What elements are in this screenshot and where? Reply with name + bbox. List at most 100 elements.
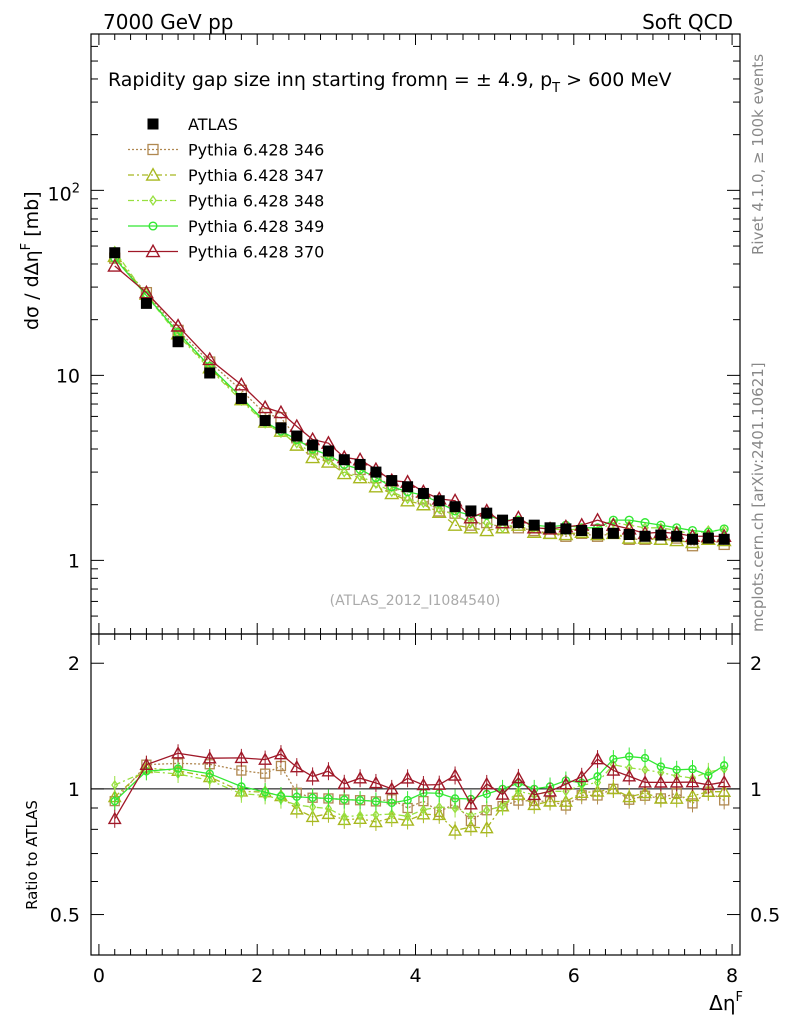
ratio-point — [498, 801, 507, 812]
ratio-point — [448, 823, 463, 836]
data-point — [370, 466, 382, 478]
ratio-point — [340, 811, 348, 822]
ratio-point — [276, 791, 286, 801]
data-point — [275, 422, 287, 434]
ratio-point — [622, 789, 637, 803]
data-point — [498, 522, 507, 534]
ratio-point — [653, 775, 668, 788]
ratio-point — [274, 746, 288, 760]
ratio-point — [234, 750, 249, 764]
ratio-point — [701, 784, 716, 797]
main-y-axis-label: dσ / dΔηF [mb] — [19, 191, 43, 330]
ratio-point — [435, 801, 443, 813]
data-point — [592, 527, 604, 539]
ratio-point — [450, 794, 460, 803]
ratio-point — [511, 770, 526, 784]
ratio-series-2-line — [114, 767, 725, 832]
data-point — [449, 501, 461, 513]
data-point — [479, 522, 495, 537]
ratio-point — [638, 775, 652, 788]
ratio-point — [174, 768, 182, 780]
ratio-point — [259, 768, 271, 779]
data-point — [465, 505, 477, 517]
data-point — [607, 527, 619, 539]
ratio-point — [368, 775, 383, 789]
legend-marker — [148, 221, 158, 231]
ratio-point — [669, 775, 684, 788]
ratio-point — [308, 793, 317, 802]
ratio-point — [590, 784, 605, 797]
ratio-point — [495, 787, 510, 800]
ratio-point — [419, 804, 428, 815]
data-point — [138, 284, 154, 299]
data-point — [320, 454, 336, 468]
ratio-point — [543, 784, 557, 797]
ratio-point — [543, 794, 557, 807]
y-label-sup: F — [19, 243, 34, 250]
x-tick-label: 6 — [568, 965, 580, 987]
data-point — [463, 509, 479, 524]
legend-label: Pythia 6.428 346 — [188, 141, 324, 160]
ratio-point — [432, 807, 447, 821]
ratio-series-5 — [107, 744, 732, 828]
ratio-point — [400, 771, 415, 784]
ratio-y-axis-label: Ratio to ATLAS — [23, 800, 41, 910]
data-point — [386, 475, 398, 487]
ratio-point — [289, 759, 304, 773]
ratio-point — [653, 791, 668, 804]
ratio-point — [305, 769, 320, 782]
data-point — [526, 524, 542, 538]
ratio-point — [606, 763, 621, 776]
data-point — [273, 404, 289, 419]
ratio-point — [111, 779, 119, 791]
data-point — [656, 520, 666, 530]
data-point — [109, 247, 121, 259]
title-tail: > 600 MeV — [560, 69, 671, 91]
series-0 — [109, 247, 730, 545]
data-point — [560, 523, 572, 535]
ratio-point — [432, 777, 447, 790]
ratio-point — [388, 808, 396, 820]
ratio-point — [448, 768, 463, 781]
ratio-point — [656, 762, 666, 771]
ratio-point — [384, 781, 399, 795]
title-sub: T — [551, 81, 560, 96]
ratio-y-tick-label: 2 — [68, 653, 80, 675]
data-point — [482, 517, 491, 529]
y-tick-label: 10 — [56, 365, 80, 387]
ratio-point — [451, 803, 459, 814]
ratio-point — [638, 785, 652, 799]
data-point — [544, 522, 556, 534]
ratio-y-tick-label-right: 0.5 — [750, 905, 780, 927]
ratio-point — [353, 771, 368, 784]
data-point — [608, 515, 618, 525]
ratio-point — [463, 797, 478, 810]
data-point — [576, 525, 588, 537]
data-point — [433, 495, 445, 507]
series-1-line — [114, 257, 725, 547]
ratio-y-tick-label: 1 — [68, 779, 80, 801]
title-main: Rapidity gap size inη starting fromη = ±… — [108, 69, 552, 91]
data-point — [291, 430, 303, 442]
ratio-y-tick-label: 0.5 — [50, 905, 80, 927]
ratio-point — [719, 761, 729, 770]
chart-title: Rapidity gap size inη starting fromη = ±… — [108, 69, 672, 96]
legend-marker — [149, 194, 157, 207]
ratio-point — [672, 765, 681, 774]
ratio-point — [416, 807, 431, 820]
data-point — [170, 318, 186, 332]
data-point — [719, 524, 729, 534]
header-left: 7000 GeV pp — [103, 10, 234, 34]
legend-marker — [147, 143, 159, 156]
ratio-point — [558, 794, 573, 807]
ratio-point — [574, 769, 589, 783]
x-tick-label: 8 — [726, 965, 738, 987]
data-point — [481, 507, 493, 519]
ratio-point — [590, 751, 605, 765]
data-point — [172, 336, 184, 348]
ratio-point — [483, 805, 491, 816]
ratio-point — [205, 769, 214, 778]
ratio-point — [514, 786, 522, 797]
data-point — [639, 530, 651, 542]
ratio-point — [717, 774, 732, 788]
